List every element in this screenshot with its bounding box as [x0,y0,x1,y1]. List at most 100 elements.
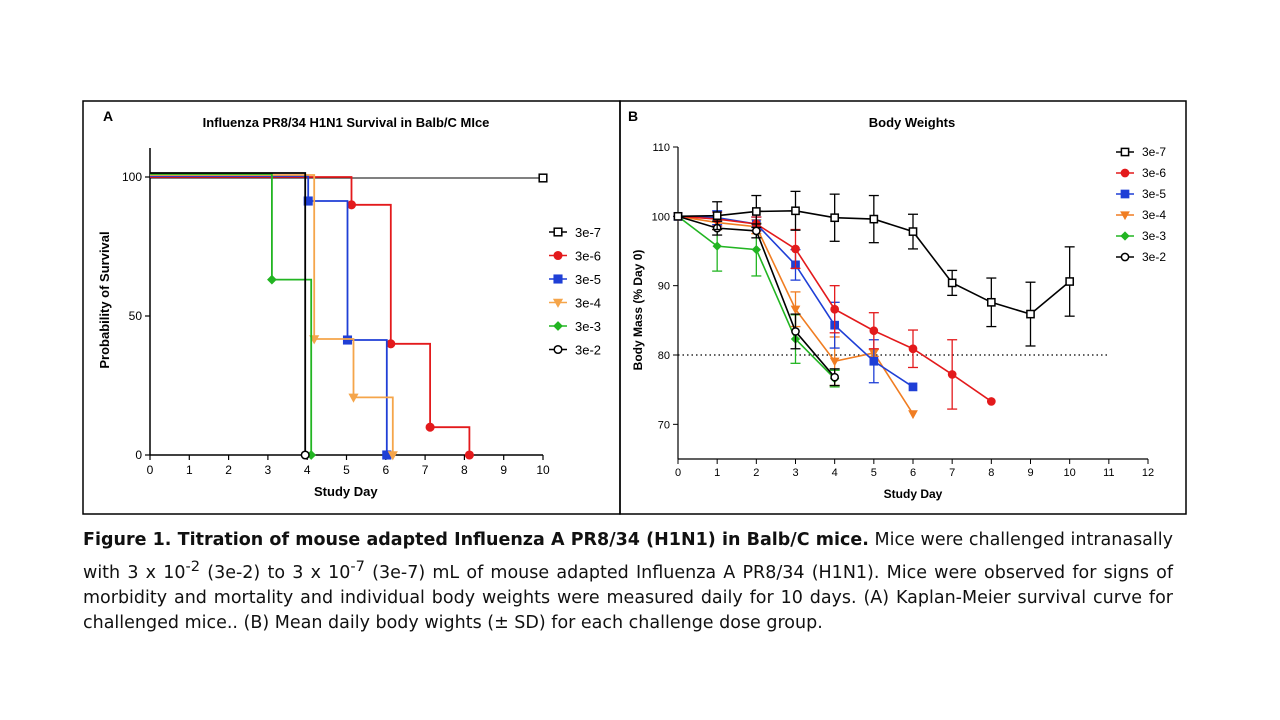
survival-marker-3e-6 [346,200,357,210]
panel-b-x-tick-label: 5 [871,467,877,479]
legend-a-label-3e-6: 3e-6 [575,249,601,264]
legend-a-label-3e-2: 3e-2 [575,343,601,358]
panel-b-y-tick-label: 80 [658,350,670,362]
panel-a-x-tick-label: 2 [225,463,232,477]
survival-marker-3e-4 [348,393,359,403]
weight-marker-3e-6 [908,344,918,354]
panel-a-x-tick-label: 5 [343,463,350,477]
legend-a-marker-3e-3 [553,321,563,331]
legend-b-marker-3e-7 [1120,147,1130,157]
legend-b-marker-3e-3 [1120,231,1130,241]
legend-a-label-3e-7: 3e-7 [575,225,601,240]
survival-marker-3e-2 [300,450,310,460]
panel-a-x-tick-label: 8 [461,463,468,477]
legend-a-marker-3e-2 [553,344,563,355]
panel-a-x-tick-label: 6 [382,463,389,477]
legend-b-label-3e-5: 3e-5 [1142,187,1166,201]
weight-marker-3e-5 [869,356,879,366]
weight-marker-3e-7 [986,297,996,307]
panel-a-y-tick-label: 100 [122,170,142,184]
survival-marker-3e-6 [464,450,474,460]
panel-b-xlabel: Study Day [884,487,943,501]
panel-b-title: Body Weights [869,115,955,130]
weight-marker-3e-2 [751,226,761,236]
panel-b-x-tick-label: 4 [832,467,838,479]
panel-b-x-tick-label: 1 [714,467,720,479]
panel-b-x-tick-label: 10 [1064,467,1076,479]
panel-b-x-tick-label: 7 [949,467,955,479]
weight-marker-3e-4 [829,357,840,367]
weight-marker-3e-7 [869,214,879,224]
survival-marker-3e-4 [387,451,398,461]
panel-b-x-tick-label: 3 [792,467,798,479]
caption-exponent-2: -7 [350,557,365,575]
panel-a-y-tick-label: 0 [135,448,142,462]
panel-b-ylabel: Body Mass (% Day 0) [631,250,645,371]
panel-b-y-tick-label: 70 [658,419,670,431]
legend-a-marker-3e-6 [553,250,563,261]
panel-a-title: Influenza PR8/34 H1N1 Survival in Balb/C… [203,115,490,130]
legend-b-marker-3e-2 [1120,252,1130,262]
panel-b-x-tick-label: 0 [675,467,681,479]
survival-marker-3e-6 [425,422,435,432]
legend-b-label-3e-7: 3e-7 [1142,145,1166,159]
weight-marker-3e-3 [751,244,761,255]
panel-a-letter: A [103,108,113,124]
survival-line-3e-6 [150,176,471,455]
panel-b-y-tick-label: 90 [658,281,670,293]
legend-b-marker-3e-5 [1120,189,1130,199]
caption-text-2: (3e-2) to 3 x 10 [200,562,351,583]
weight-marker-3e-5 [908,382,918,392]
legend-b-label-3e-6: 3e-6 [1142,166,1166,180]
panel-a-ylabel: Probability of Survival [97,231,112,368]
panel-a-legend: 3e-7 3e-6 3e-5 3e-4 3e-3 3e-2 [549,225,601,358]
panel-b-legend: 3e-7 3e-6 3e-5 3e-4 3e-3 3e-2 [1116,145,1166,264]
panel-b: B Body Weights Study Day Body Mass (% Da… [619,100,1187,515]
survival-marker-3e-5 [342,335,353,345]
panel-b-x-tick-label: 11 [1103,467,1114,479]
panel-a-x-tick-label: 9 [500,463,507,477]
panel-b-x-tick-label: 6 [910,467,916,479]
weight-marker-3e-2 [791,327,800,336]
survival-line-3e-2 [150,172,307,455]
legend-a-marker-3e-4 [552,298,564,308]
weight-marker-3e-7 [947,278,957,288]
weight-marker-3e-7 [1065,277,1075,286]
weight-marker-3e-7 [673,211,683,221]
weight-marker-3e-7 [791,206,800,216]
panel-b-frame [619,100,1187,515]
panel-a-x-tick-label: 1 [186,463,193,477]
weight-marker-3e-7 [908,227,918,236]
survival-marker-3e-7 [538,173,548,183]
weight-marker-3e-2 [830,372,840,382]
panel-b-x-tick-label: 12 [1142,467,1154,479]
survival-marker-3e-4 [309,335,320,345]
caption-text-1: Mice were challenged intranasally with 3… [83,530,1173,583]
weight-marker-3e-3 [712,241,722,251]
weight-marker-3e-7 [830,213,840,223]
legend-a-label-3e-4: 3e-4 [575,296,601,311]
figure: A Influenza PR8/34 H1N1 Survival in Balb… [82,100,1187,515]
panel-b-x-tick-label: 2 [753,467,759,479]
panel-a-x-tick-label: 10 [536,463,550,477]
survival-marker-3e-3 [267,274,277,285]
legend-a-marker-3e-5 [553,274,563,284]
panel-b-y-tick-label: 110 [652,142,670,154]
panel-b-y-tick-label: 100 [652,211,670,223]
weight-marker-3e-7 [751,207,761,216]
weight-marker-3e-6 [791,244,800,254]
legend-b-marker-3e-6 [1120,168,1130,178]
panel-a-series [150,172,548,461]
survival-line-3e-5 [150,175,388,455]
caption-text-3: (3e-7) mL of mouse adapted Influenza A P… [83,562,1174,634]
panel-b-x-tick-label: 8 [988,467,994,479]
caption-title: Figure 1. Titration of mouse adapted Inf… [83,530,869,550]
survival-line-3e-3 [150,173,313,455]
panel-a-frame [82,100,621,515]
legend-b-label-3e-2: 3e-2 [1142,250,1166,264]
weight-marker-3e-6 [947,370,957,379]
weight-marker-3e-6 [869,326,879,336]
weight-marker-3e-6 [830,304,840,314]
